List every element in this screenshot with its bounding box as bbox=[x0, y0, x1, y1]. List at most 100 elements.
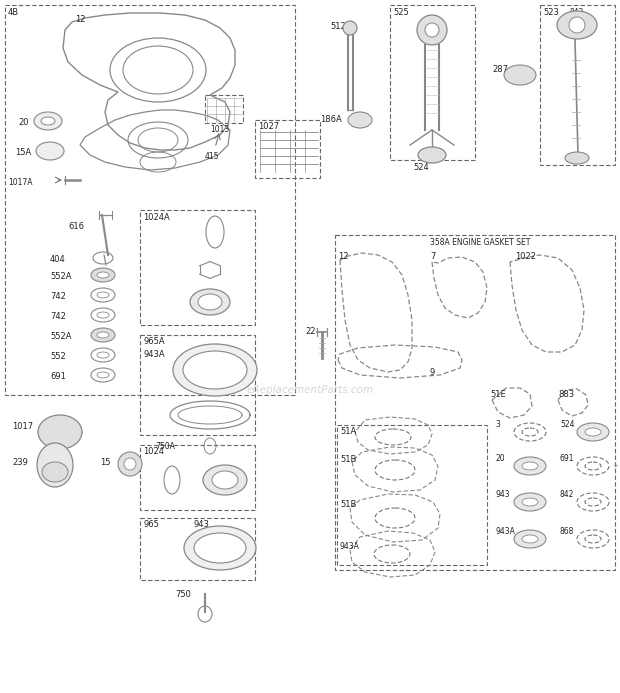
Text: 742: 742 bbox=[50, 292, 66, 301]
Text: 51B: 51B bbox=[340, 455, 356, 464]
Bar bbox=[335, 235, 615, 570]
Ellipse shape bbox=[418, 147, 446, 163]
Text: 22: 22 bbox=[305, 327, 316, 336]
Bar bbox=[140, 335, 255, 435]
Text: +: + bbox=[612, 463, 618, 469]
Text: 1017: 1017 bbox=[12, 422, 33, 431]
Ellipse shape bbox=[37, 443, 73, 487]
Text: 691: 691 bbox=[50, 372, 66, 381]
Text: 965A: 965A bbox=[143, 337, 165, 346]
Ellipse shape bbox=[41, 117, 55, 125]
Ellipse shape bbox=[212, 471, 238, 489]
Text: 358A ENGINE GASKET SET: 358A ENGINE GASKET SET bbox=[430, 238, 530, 247]
Text: 943A: 943A bbox=[340, 542, 360, 551]
Text: 20: 20 bbox=[18, 118, 29, 127]
Text: 523: 523 bbox=[543, 8, 559, 17]
Text: 51E: 51E bbox=[490, 390, 506, 399]
Bar bbox=[140, 210, 255, 325]
Text: 868: 868 bbox=[560, 527, 574, 536]
Ellipse shape bbox=[504, 65, 536, 85]
Ellipse shape bbox=[124, 458, 136, 470]
Bar bbox=[255, 120, 320, 178]
Text: 842: 842 bbox=[560, 490, 574, 499]
Circle shape bbox=[569, 17, 585, 33]
Text: 883: 883 bbox=[558, 390, 574, 399]
Text: 415: 415 bbox=[205, 152, 219, 161]
Bar bbox=[205, 95, 243, 123]
Bar bbox=[140, 445, 255, 510]
Text: 750A: 750A bbox=[155, 442, 175, 451]
Text: 524: 524 bbox=[413, 163, 429, 172]
Text: 12: 12 bbox=[338, 252, 348, 261]
Text: 15: 15 bbox=[100, 458, 110, 467]
Bar bbox=[5, 5, 295, 395]
Text: 525: 525 bbox=[393, 8, 409, 17]
Text: 552A: 552A bbox=[50, 272, 71, 281]
Ellipse shape bbox=[97, 332, 109, 338]
Text: 186A: 186A bbox=[320, 115, 342, 124]
Text: 943: 943 bbox=[495, 490, 510, 499]
Ellipse shape bbox=[565, 152, 589, 164]
Ellipse shape bbox=[585, 428, 601, 436]
Text: 404: 404 bbox=[50, 255, 66, 264]
Ellipse shape bbox=[522, 462, 538, 470]
Ellipse shape bbox=[203, 465, 247, 495]
Text: 20: 20 bbox=[495, 454, 505, 463]
Text: 51A: 51A bbox=[340, 427, 356, 436]
Ellipse shape bbox=[577, 423, 609, 441]
Ellipse shape bbox=[514, 457, 546, 475]
Text: 3: 3 bbox=[495, 420, 500, 429]
Ellipse shape bbox=[514, 530, 546, 548]
Ellipse shape bbox=[522, 498, 538, 506]
Ellipse shape bbox=[557, 11, 597, 39]
Text: 965: 965 bbox=[143, 520, 159, 529]
Text: 239: 239 bbox=[12, 458, 28, 467]
Bar bbox=[390, 5, 475, 160]
Text: 15A: 15A bbox=[15, 148, 31, 157]
Text: 943: 943 bbox=[193, 520, 209, 529]
Text: 943A: 943A bbox=[143, 350, 165, 359]
Ellipse shape bbox=[522, 535, 538, 543]
Text: 9: 9 bbox=[430, 368, 435, 377]
Text: 287: 287 bbox=[492, 65, 508, 74]
Bar bbox=[540, 5, 615, 165]
Text: 1013: 1013 bbox=[210, 125, 229, 134]
Text: 842: 842 bbox=[570, 8, 585, 17]
Ellipse shape bbox=[34, 112, 62, 130]
Ellipse shape bbox=[348, 112, 372, 128]
Circle shape bbox=[425, 23, 439, 37]
Text: 7: 7 bbox=[430, 252, 435, 261]
Ellipse shape bbox=[91, 328, 115, 342]
Text: 512: 512 bbox=[330, 22, 346, 31]
Ellipse shape bbox=[97, 272, 109, 278]
Text: 4B: 4B bbox=[8, 8, 19, 17]
Bar bbox=[337, 425, 487, 565]
Text: 750: 750 bbox=[175, 590, 191, 599]
Text: 1022: 1022 bbox=[515, 252, 536, 261]
Ellipse shape bbox=[198, 294, 222, 310]
Ellipse shape bbox=[194, 533, 246, 563]
Text: 1017A: 1017A bbox=[8, 178, 32, 187]
Circle shape bbox=[417, 15, 447, 45]
Circle shape bbox=[343, 21, 357, 35]
Ellipse shape bbox=[190, 289, 230, 315]
Text: 1027: 1027 bbox=[258, 122, 279, 131]
Text: 943A: 943A bbox=[495, 527, 515, 536]
Text: 524: 524 bbox=[560, 420, 575, 429]
Ellipse shape bbox=[514, 493, 546, 511]
Text: 552: 552 bbox=[50, 352, 66, 361]
Text: 12: 12 bbox=[75, 15, 86, 24]
Bar bbox=[140, 518, 255, 580]
Ellipse shape bbox=[36, 142, 64, 160]
Text: eReplacementParts.com: eReplacementParts.com bbox=[246, 385, 374, 395]
Text: 1024A: 1024A bbox=[143, 213, 170, 222]
Ellipse shape bbox=[118, 452, 142, 476]
Text: 616: 616 bbox=[68, 222, 84, 231]
Ellipse shape bbox=[173, 344, 257, 396]
Ellipse shape bbox=[91, 268, 115, 282]
Ellipse shape bbox=[38, 415, 82, 449]
Text: 552A: 552A bbox=[50, 332, 71, 341]
Text: 742: 742 bbox=[50, 312, 66, 321]
Text: 691: 691 bbox=[560, 454, 575, 463]
Ellipse shape bbox=[42, 462, 68, 482]
